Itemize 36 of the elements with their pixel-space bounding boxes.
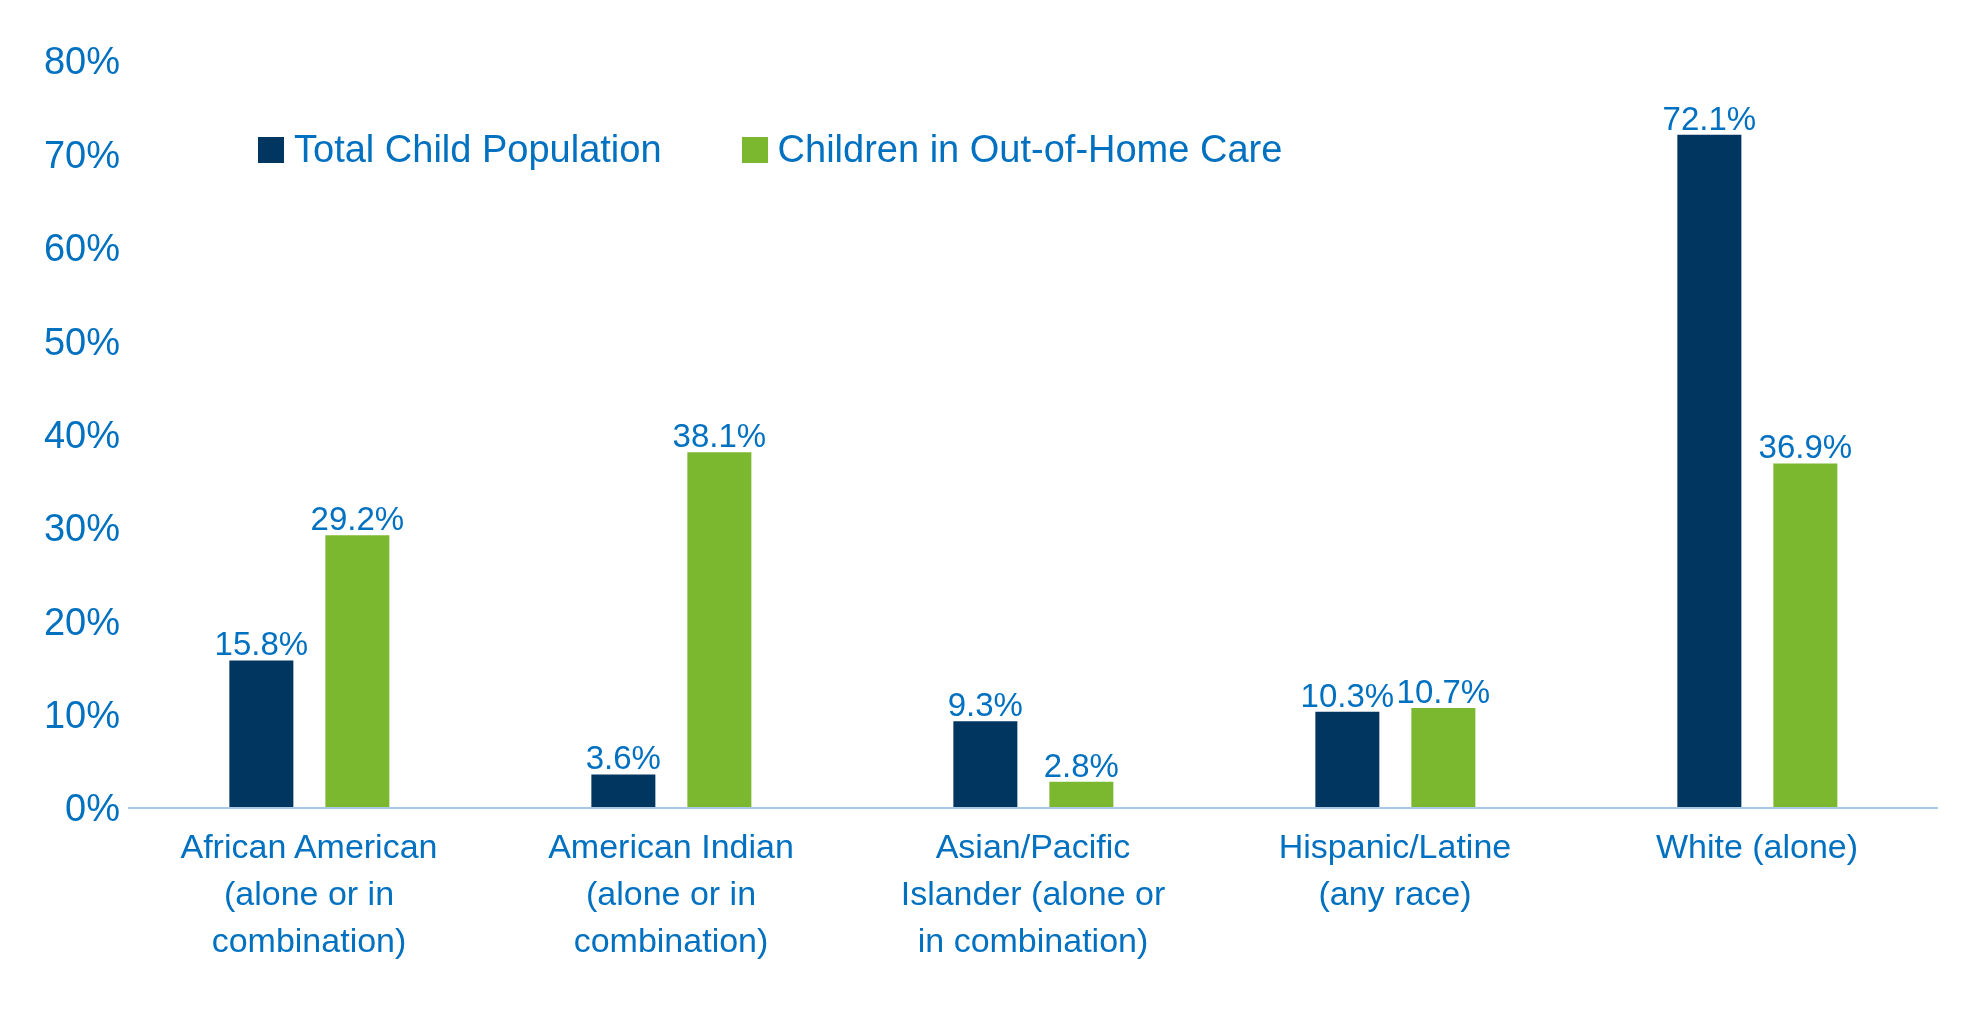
data-label: 36.9% (1758, 428, 1853, 466)
y-tick-label: 0% (65, 787, 120, 830)
data-label: 15.8% (214, 625, 309, 663)
legend-label: Children in Out-of-Home Care (777, 128, 1283, 171)
x-tick-label: White (alone) (1655, 827, 1859, 865)
bar (591, 774, 656, 808)
x-tick-label: Hispanic/Latine (any race) (1278, 827, 1512, 912)
data-label: 2.8% (1043, 746, 1119, 784)
y-tick-label: 10% (43, 694, 120, 737)
y-tick-label: 50% (43, 320, 120, 363)
data-label: 9.3% (947, 686, 1023, 724)
bar (1315, 711, 1380, 808)
data-label: 10.7% (1396, 673, 1491, 711)
bar (1677, 134, 1742, 808)
bar (1049, 781, 1114, 808)
y-tick-label: 30% (43, 507, 120, 550)
bar (229, 660, 294, 808)
x-tick-label: American Indian (alone or in combination) (548, 827, 794, 959)
y-tick-label: 60% (43, 227, 120, 270)
bar (687, 452, 752, 808)
y-tick-label: 40% (43, 413, 120, 456)
x-tick-label: African American (alone or in combination) (180, 827, 438, 959)
y-tick-label: 80% (43, 40, 120, 83)
data-label: 29.2% (310, 500, 405, 538)
data-label: 3.6% (585, 739, 661, 777)
y-tick-label: 20% (43, 600, 120, 643)
bar (953, 721, 1018, 808)
bar (325, 535, 390, 808)
data-label: 72.1% (1662, 99, 1757, 137)
y-tick-label: 70% (43, 133, 120, 176)
x-tick-label: Asian/Pacific Islander (alone or in combination) (900, 827, 1166, 959)
bar (1773, 463, 1838, 808)
bar (1411, 708, 1476, 808)
legend-label: Total Child Population (294, 128, 662, 171)
data-label: 10.3% (1300, 676, 1395, 714)
data-label: 38.1% (672, 417, 767, 455)
